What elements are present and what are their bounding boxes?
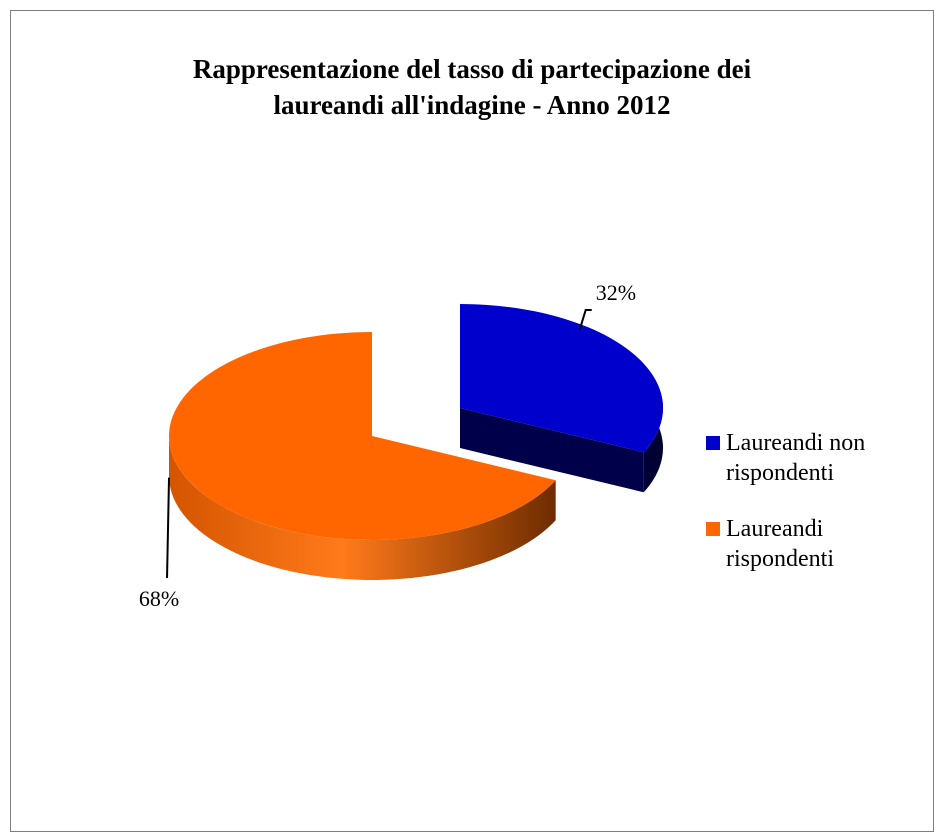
data-label: 68% [139,586,179,611]
legend: Laureandi non rispondenti Laureandi risp… [706,428,916,600]
legend-item-rispondenti: Laureandi rispondenti [706,514,916,574]
data-label: 32% [596,280,636,305]
data-label-leader [166,477,171,579]
pie-slice [168,332,556,540]
data-label-leader [578,309,592,330]
legend-swatch-blue [706,436,720,450]
chart-area: Rappresentazione del tasso di partecipaz… [10,10,934,832]
legend-label: Laureandi non rispondenti [726,430,866,486]
pie-slice-cut-face [460,408,644,493]
legend-swatch-orange [706,522,720,536]
pie-slice [460,304,663,453]
chart-title: Rappresentazione del tasso di partecipaz… [192,54,752,120]
legend-label: Laureandi rispondenti [726,516,834,572]
legend-item-non-rispondenti: Laureandi non rispondenti [706,428,916,488]
pie-slice-side [169,436,556,581]
